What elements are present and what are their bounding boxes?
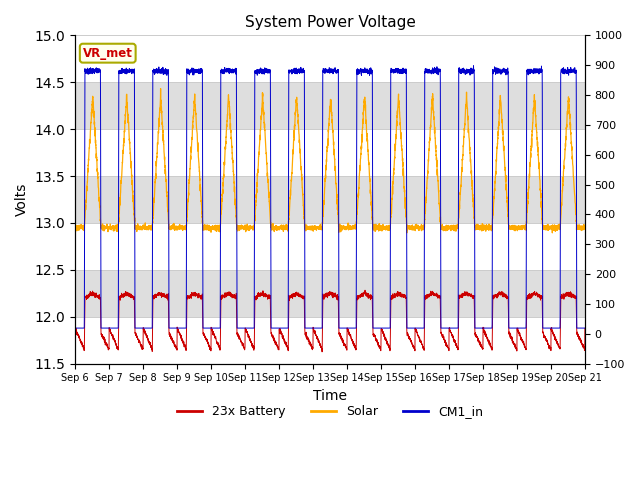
Bar [75,176,585,223]
Text: VR_met: VR_met [83,47,132,60]
Y-axis label: Volts: Volts [15,183,29,216]
X-axis label: Time: Time [313,389,347,403]
Title: System Power Voltage: System Power Voltage [244,15,415,30]
Legend: 23x Battery, Solar, CM1_in: 23x Battery, Solar, CM1_in [172,400,488,423]
Bar [75,82,585,129]
Bar [75,270,585,317]
